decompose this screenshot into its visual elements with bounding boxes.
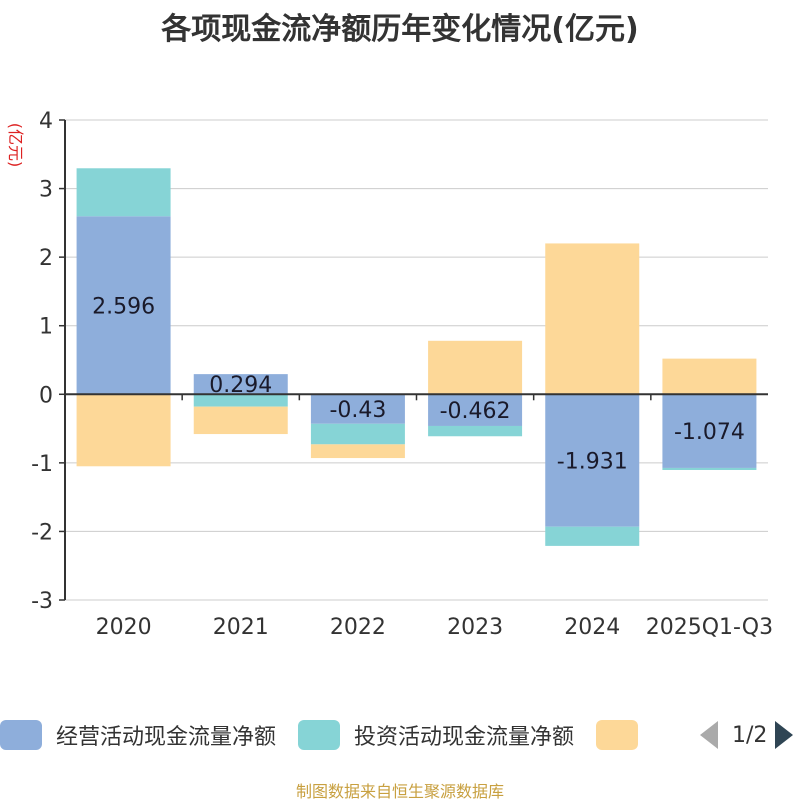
y-tick-label: 4 bbox=[39, 109, 53, 134]
y-tick-label: 2 bbox=[39, 246, 53, 271]
chart-title: 各项现金流净额历年变化情况(亿元) bbox=[161, 12, 639, 47]
chart-plot: (亿元) -3 -2 -1 0 1 2 3 4 2020 2021 2022 2023 2024 2025… bbox=[6, 109, 773, 640]
legend-item-financing[interactable] bbox=[596, 720, 639, 750]
x-tick-label-2022: 2022 bbox=[330, 615, 386, 640]
legend-swatch-financing bbox=[596, 720, 639, 750]
legend-prev-page-icon[interactable] bbox=[700, 721, 718, 749]
legend-item-operating[interactable]: 经营活动现金流量净额 bbox=[0, 719, 276, 751]
x-tick-label-2021: 2021 bbox=[213, 615, 269, 640]
data-label-2021: 0.294 bbox=[209, 373, 272, 398]
bar-0-2021 bbox=[193, 374, 288, 395]
data-label-2025Q1-Q3: -1.074 bbox=[674, 420, 745, 445]
data-label-2024: -1.931 bbox=[557, 449, 628, 474]
y-tick-label: -2 bbox=[31, 520, 53, 545]
bar-0-2022 bbox=[310, 394, 405, 424]
bar-2-2021 bbox=[193, 406, 288, 435]
bar-1-2022 bbox=[310, 423, 405, 445]
legend-label-investing: 投资活动现金流量净额 bbox=[354, 725, 575, 750]
bar-2-2022 bbox=[310, 444, 405, 459]
legend-next-page-icon[interactable] bbox=[775, 721, 794, 749]
data-label-2023: -0.462 bbox=[440, 399, 511, 424]
source-note: 制图数据来自恒生聚源数据库 bbox=[295, 782, 504, 801]
y-tick-label: 3 bbox=[39, 178, 53, 203]
legend-swatch-investing bbox=[298, 720, 341, 750]
legend: 经营活动现金流量净额 投资活动现金流量净额 bbox=[0, 713, 660, 757]
bar-2-2025Q1-Q3 bbox=[662, 358, 757, 395]
y-tick-label: -3 bbox=[31, 589, 53, 614]
bar-1-2021 bbox=[193, 394, 288, 407]
bar-0-2025Q1-Q3 bbox=[662, 394, 757, 468]
legend-label-operating: 经营活动现金流量净额 bbox=[56, 725, 277, 750]
bar-0-2020 bbox=[76, 216, 171, 395]
legend-pager: 1/2 bbox=[700, 713, 794, 757]
y-tick-label: 0 bbox=[39, 383, 53, 408]
y-tick-label: -1 bbox=[31, 452, 53, 477]
bar-2-2024 bbox=[545, 243, 640, 395]
y-tick-label: 1 bbox=[39, 315, 53, 340]
x-tick-label-2023: 2023 bbox=[447, 615, 503, 640]
legend-page-indicator: 1/2 bbox=[732, 722, 768, 748]
legend-item-investing[interactable]: 投资活动现金流量净额 bbox=[298, 719, 574, 751]
legend-swatch-operating bbox=[0, 720, 42, 750]
data-label-2022: -0.43 bbox=[329, 398, 386, 423]
bar-1-2024 bbox=[545, 526, 640, 546]
bar-0-2024 bbox=[545, 394, 640, 527]
x-tick-label-2025Q1-Q3: 2025Q1-Q3 bbox=[646, 615, 773, 640]
data-label-2020: 2.596 bbox=[92, 294, 155, 319]
bar-2-2020 bbox=[76, 394, 171, 467]
x-tick-label-2024: 2024 bbox=[564, 615, 620, 640]
y-axis-unit-label: (亿元) bbox=[6, 123, 25, 168]
bar-0-2023 bbox=[428, 394, 523, 426]
x-tick-label-2020: 2020 bbox=[96, 615, 152, 640]
bar-1-2025Q1-Q3 bbox=[662, 467, 757, 470]
bar-1-2020 bbox=[76, 168, 171, 217]
bar-1-2023 bbox=[428, 425, 523, 437]
bar-2-2023 bbox=[428, 340, 523, 395]
